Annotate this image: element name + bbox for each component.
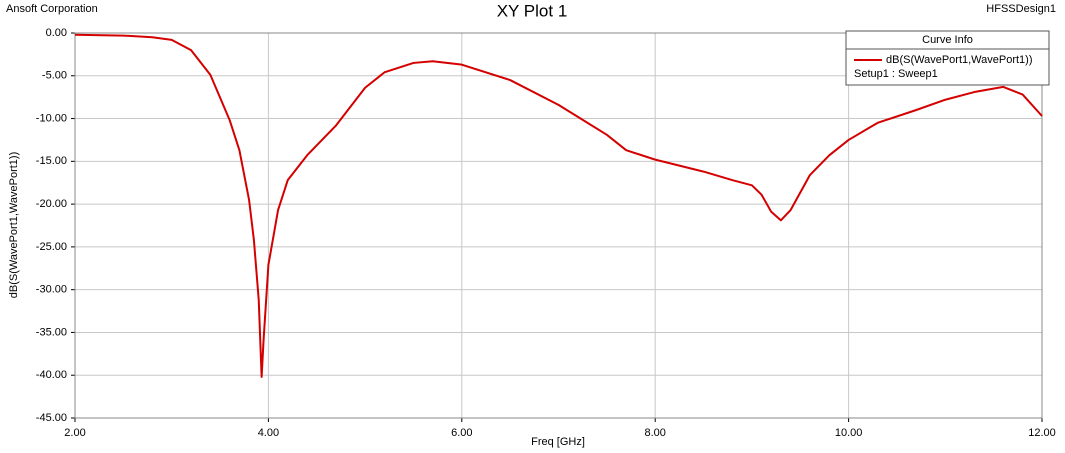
legend-setup: Setup1 : Sweep1 — [854, 68, 938, 80]
x-tick-label: 2.00 — [64, 427, 85, 439]
company-label: Ansoft Corporation — [6, 3, 98, 15]
legend-entry: dB(S(WavePort1,WavePort1)) — [886, 54, 1033, 66]
y-tick-label: -20.00 — [36, 198, 67, 210]
x-tick-label: 8.00 — [644, 427, 665, 439]
y-tick-label: -10.00 — [36, 112, 67, 124]
y-tick-label: -25.00 — [36, 241, 67, 253]
chart-title: XY Plot 1 — [497, 1, 568, 20]
y-tick-label: -15.00 — [36, 155, 67, 167]
data-line — [74, 33, 1043, 378]
legend-box — [845, 30, 1050, 86]
y-tick-label: -45.00 — [36, 412, 67, 424]
x-tick-label: 10.00 — [835, 427, 863, 439]
plot-frame — [74, 32, 1043, 419]
y-tick-label: -30.00 — [36, 284, 67, 296]
x-tick-label: 4.00 — [258, 427, 279, 439]
legend-title: Curve Info — [922, 34, 973, 46]
y-tick-label: -5.00 — [42, 70, 67, 82]
design-label: HFSSDesign1 — [986, 3, 1056, 15]
y-axis-label: dB(S(WavePort1,WavePort1)) — [8, 152, 20, 299]
x-tick-label: 12.00 — [1028, 427, 1056, 439]
x-axis-label: Freq [GHz] — [531, 436, 585, 448]
plot-area — [75, 33, 1042, 418]
y-tick-label: 0.00 — [46, 27, 67, 39]
y-tick-label: -35.00 — [36, 326, 67, 338]
y-tick-label: -40.00 — [36, 369, 67, 381]
x-tick-label: 6.00 — [451, 427, 472, 439]
